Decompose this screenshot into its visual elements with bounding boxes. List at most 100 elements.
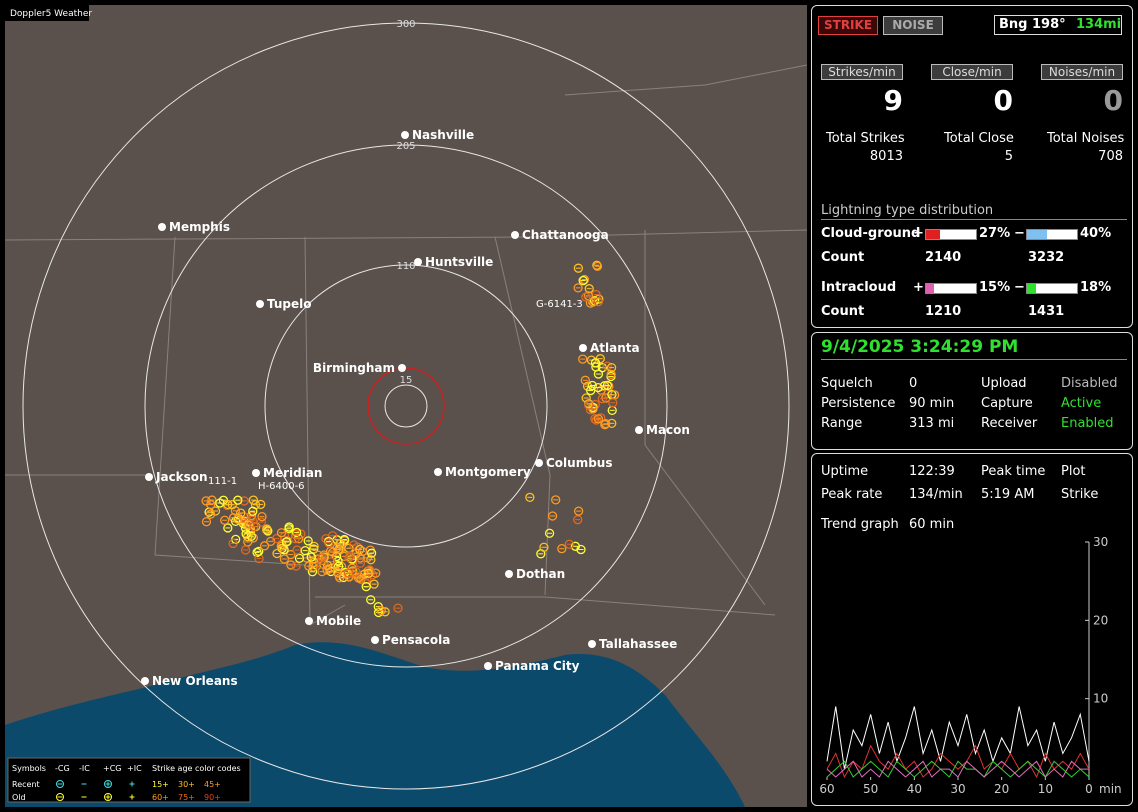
legend-age: 60+ — [152, 793, 169, 802]
strike — [366, 548, 377, 558]
strike — [547, 511, 558, 521]
strike — [294, 553, 305, 564]
strike — [606, 362, 617, 373]
city-label: Dothan — [516, 567, 565, 581]
strike — [254, 546, 264, 557]
noise-button[interactable]: NOISE — [883, 16, 943, 35]
legend-symbol — [56, 793, 64, 801]
stats-field: Plot — [1061, 464, 1086, 479]
city-dot — [252, 469, 260, 477]
legend-type: -CG — [55, 764, 70, 773]
stats-field: Peak time — [981, 464, 1046, 479]
pct-bar — [926, 230, 940, 239]
legend-age: 45+ — [204, 780, 221, 789]
city-dot — [535, 459, 543, 467]
x-tick-label: 50 — [863, 782, 878, 796]
bearing-box — [994, 15, 1122, 35]
legend-type: +CG — [103, 764, 122, 773]
strike — [256, 499, 266, 510]
strike — [597, 394, 608, 404]
range-ring — [144, 144, 668, 668]
status-field: Active — [1061, 396, 1102, 411]
strike — [587, 380, 597, 391]
rate-value: 0 — [993, 84, 1013, 117]
strike — [316, 559, 327, 569]
stats-field: 122:39 — [909, 464, 955, 479]
strike — [259, 541, 270, 551]
range-ring — [384, 384, 428, 428]
strike — [544, 528, 555, 538]
strike — [232, 514, 243, 524]
status-field: Receiver — [981, 416, 1038, 431]
city-label: Birmingham — [313, 361, 395, 375]
city-label: Memphis — [169, 220, 230, 234]
count: 1210 — [925, 304, 962, 319]
strike — [205, 509, 216, 519]
strike — [584, 284, 594, 294]
city-dot — [398, 364, 406, 372]
strike — [591, 362, 601, 372]
legend-row: Recent — [12, 780, 40, 789]
strike — [210, 506, 221, 516]
city-label: New Orleans — [152, 674, 238, 688]
strike — [551, 495, 561, 505]
stats-field: Strike — [1061, 487, 1099, 502]
city-dot — [145, 473, 153, 481]
city-dot — [256, 300, 264, 308]
cities: Nashville Memphis Chattanooga Huntsville Tup… — [141, 128, 690, 688]
stats-field: Uptime — [821, 464, 869, 479]
strike — [573, 283, 583, 293]
strike — [291, 561, 301, 571]
strike — [215, 498, 225, 508]
legend-age-title: Strike age color codes — [152, 764, 241, 773]
strike — [579, 274, 590, 285]
count: 1431 — [1028, 304, 1065, 319]
strike — [573, 263, 584, 273]
strike — [304, 561, 314, 571]
legend-row: Old — [12, 793, 26, 802]
x-unit: min — [1099, 782, 1122, 796]
legend-symbol — [104, 793, 112, 801]
strike — [300, 545, 310, 556]
trend-line — [826, 760, 1089, 778]
pct-bar — [926, 284, 934, 293]
strike — [292, 527, 302, 538]
strike — [564, 539, 574, 549]
city-dot — [305, 617, 313, 625]
distance: 134mi — [1076, 17, 1122, 32]
strike — [262, 524, 272, 534]
pct-bar — [1027, 230, 1047, 239]
city-label: Nashville — [412, 128, 474, 142]
strike — [223, 523, 233, 533]
strike — [201, 496, 211, 506]
strike — [252, 547, 262, 558]
city-label: Atlanta — [590, 341, 640, 355]
strike-panel: STRIKE NOISE Bng 198° 134mi Strikes/min … — [811, 5, 1133, 328]
pct-label: 40% — [1080, 226, 1112, 241]
strike — [272, 533, 282, 544]
city-label: Chattanooga — [522, 228, 609, 242]
pct-label: 15% — [979, 280, 1011, 295]
strike — [345, 551, 355, 561]
rate-value: 9 — [883, 84, 903, 117]
strike — [597, 363, 607, 373]
bearing: Bng 198° — [999, 17, 1066, 32]
type-name: Intracloud — [821, 280, 897, 295]
legend-type: +IC — [127, 764, 142, 773]
strike — [230, 516, 241, 527]
strike — [256, 517, 266, 527]
strike — [333, 561, 344, 571]
legend-label: Symbols — [12, 764, 46, 773]
strike-button[interactable]: STRIKE — [818, 16, 878, 35]
strike — [353, 573, 364, 583]
range-ring — [264, 264, 548, 548]
city-dot — [371, 636, 379, 644]
strike — [207, 495, 217, 505]
x-tick-label: 20 — [994, 782, 1009, 796]
status-field: Capture — [981, 396, 1033, 411]
datetime: 9/4/2025 3:24:29 PM — [821, 337, 1019, 357]
x-tick-label: 0 — [1085, 782, 1093, 796]
strike — [332, 567, 343, 578]
strike — [303, 536, 313, 546]
legend: Symbols -CG -IC +CG +IC Strike age color code… — [7, 757, 251, 803]
